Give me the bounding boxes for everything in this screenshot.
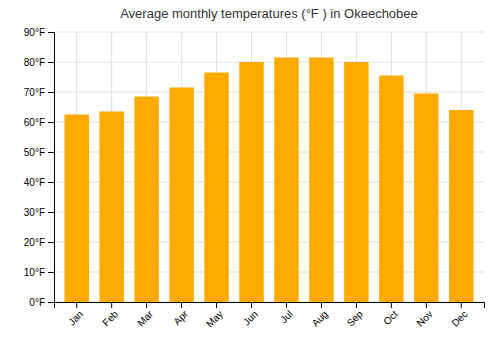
x-tick-mark [391,302,392,308]
x-tick-label: Feb [100,308,120,328]
x-tick-label: Apr [171,308,190,327]
x-tick: Apr [171,302,190,327]
x-tick-label: Mar [135,308,155,328]
bar [309,58,333,303]
y-axis-line [48,33,55,303]
x-tick: Jul [278,302,295,325]
x-tick-mark [356,302,357,308]
y-tick-mark [48,62,54,63]
y-tick: 50°F [24,147,54,158]
y-tick-label: 50°F [24,147,45,158]
y-tick: 70°F [24,87,54,98]
x-tick-label: Sep [345,308,366,329]
x-tick: Nov [414,302,434,329]
y-tick-mark [48,242,54,243]
y-tick: 90°F [24,27,54,38]
x-tick: Feb [100,302,120,328]
x-tick-mark [321,302,322,308]
x-tick-label: Nov [414,308,434,328]
x-tick: Dec [449,302,469,329]
x-tick-label: Aug [310,308,330,328]
y-tick: 40°F [24,177,54,188]
y-tick-mark [48,32,54,33]
y-tick-label: 0°F [29,297,45,308]
x-tick: May [204,302,225,330]
x-tick-mark [181,302,182,308]
bar [414,94,438,303]
y-tick: 30°F [24,207,54,218]
y-tick-label: 20°F [24,237,45,248]
y-tick-mark [48,92,54,93]
grid-line-y [54,32,484,33]
x-tick-label: Oct [381,308,400,327]
plot-area: 0°F 10°F 20°F 30°F 40°F 50°F 60°F 70°F 80°F 90°F J… [24,27,485,330]
y-tick-label: 70°F [24,87,45,98]
y-tick-label: 40°F [24,177,45,188]
x-tick-mark [426,302,427,308]
y-tick: 0°F [29,297,54,308]
x-tick-label: Jun [241,308,260,327]
x-tick-mark [146,302,147,308]
bar [379,76,403,303]
x-tick-label: May [204,308,225,329]
x-axis-line [55,303,485,309]
y-tick: 60°F [24,117,54,128]
y-tick-mark [48,122,54,123]
grid-line-y [54,92,484,93]
bar [239,62,263,302]
bar [169,88,193,303]
y-tick-label: 10°F [24,267,45,278]
y-tick-label: 80°F [24,57,45,68]
x-axis: Jan Feb Mar Apr May Jun Jul Aug Sep Oct Nov Dec [55,302,485,330]
x-tick-label: Jul [278,308,295,325]
chart: 0°F 10°F 20°F 30°F 40°F 50°F 60°F 70°F 80°F 90°F J… [0,0,500,350]
x-tick: Aug [310,302,330,329]
bar [64,115,88,303]
x-tick-mark [461,302,462,308]
y-tick-mark [48,302,54,303]
grid [54,32,484,302]
grid-line-y [54,62,484,63]
y-tick: 20°F [24,237,54,248]
bar [449,110,473,302]
bar [134,97,158,303]
x-tick-mark [76,302,77,308]
x-tick: Mar [135,302,155,328]
y-tick-label: 90°F [24,27,45,38]
bar [204,73,228,303]
x-tick-mark [216,302,217,308]
bars [64,58,473,303]
y-tick-mark [48,272,54,273]
y-axis: 0°F 10°F 20°F 30°F 40°F 50°F 60°F 70°F 80°F 90°F [24,27,55,308]
y-tick-mark [48,152,54,153]
x-tick: Jun [241,302,260,328]
x-tick: Sep [345,302,366,329]
bar [274,58,298,303]
y-tick-label: 30°F [24,207,45,218]
x-tick: Jan [66,302,85,328]
x-tick-mark [111,302,112,308]
x-tick-label: Jan [66,308,85,327]
x-tick-label: Dec [449,308,469,328]
x-tick-mark [286,302,287,308]
title: Average monthly temperatures (°F ) in Ok… [120,6,418,21]
x-tick: Oct [381,302,400,327]
y-tick: 10°F [24,267,54,278]
x-tick-mark [251,302,252,308]
y-tick-mark [48,182,54,183]
y-tick-mark [48,212,54,213]
y-tick-label: 60°F [24,117,45,128]
bar [99,112,123,303]
bar [344,62,368,302]
y-tick: 80°F [24,57,54,68]
